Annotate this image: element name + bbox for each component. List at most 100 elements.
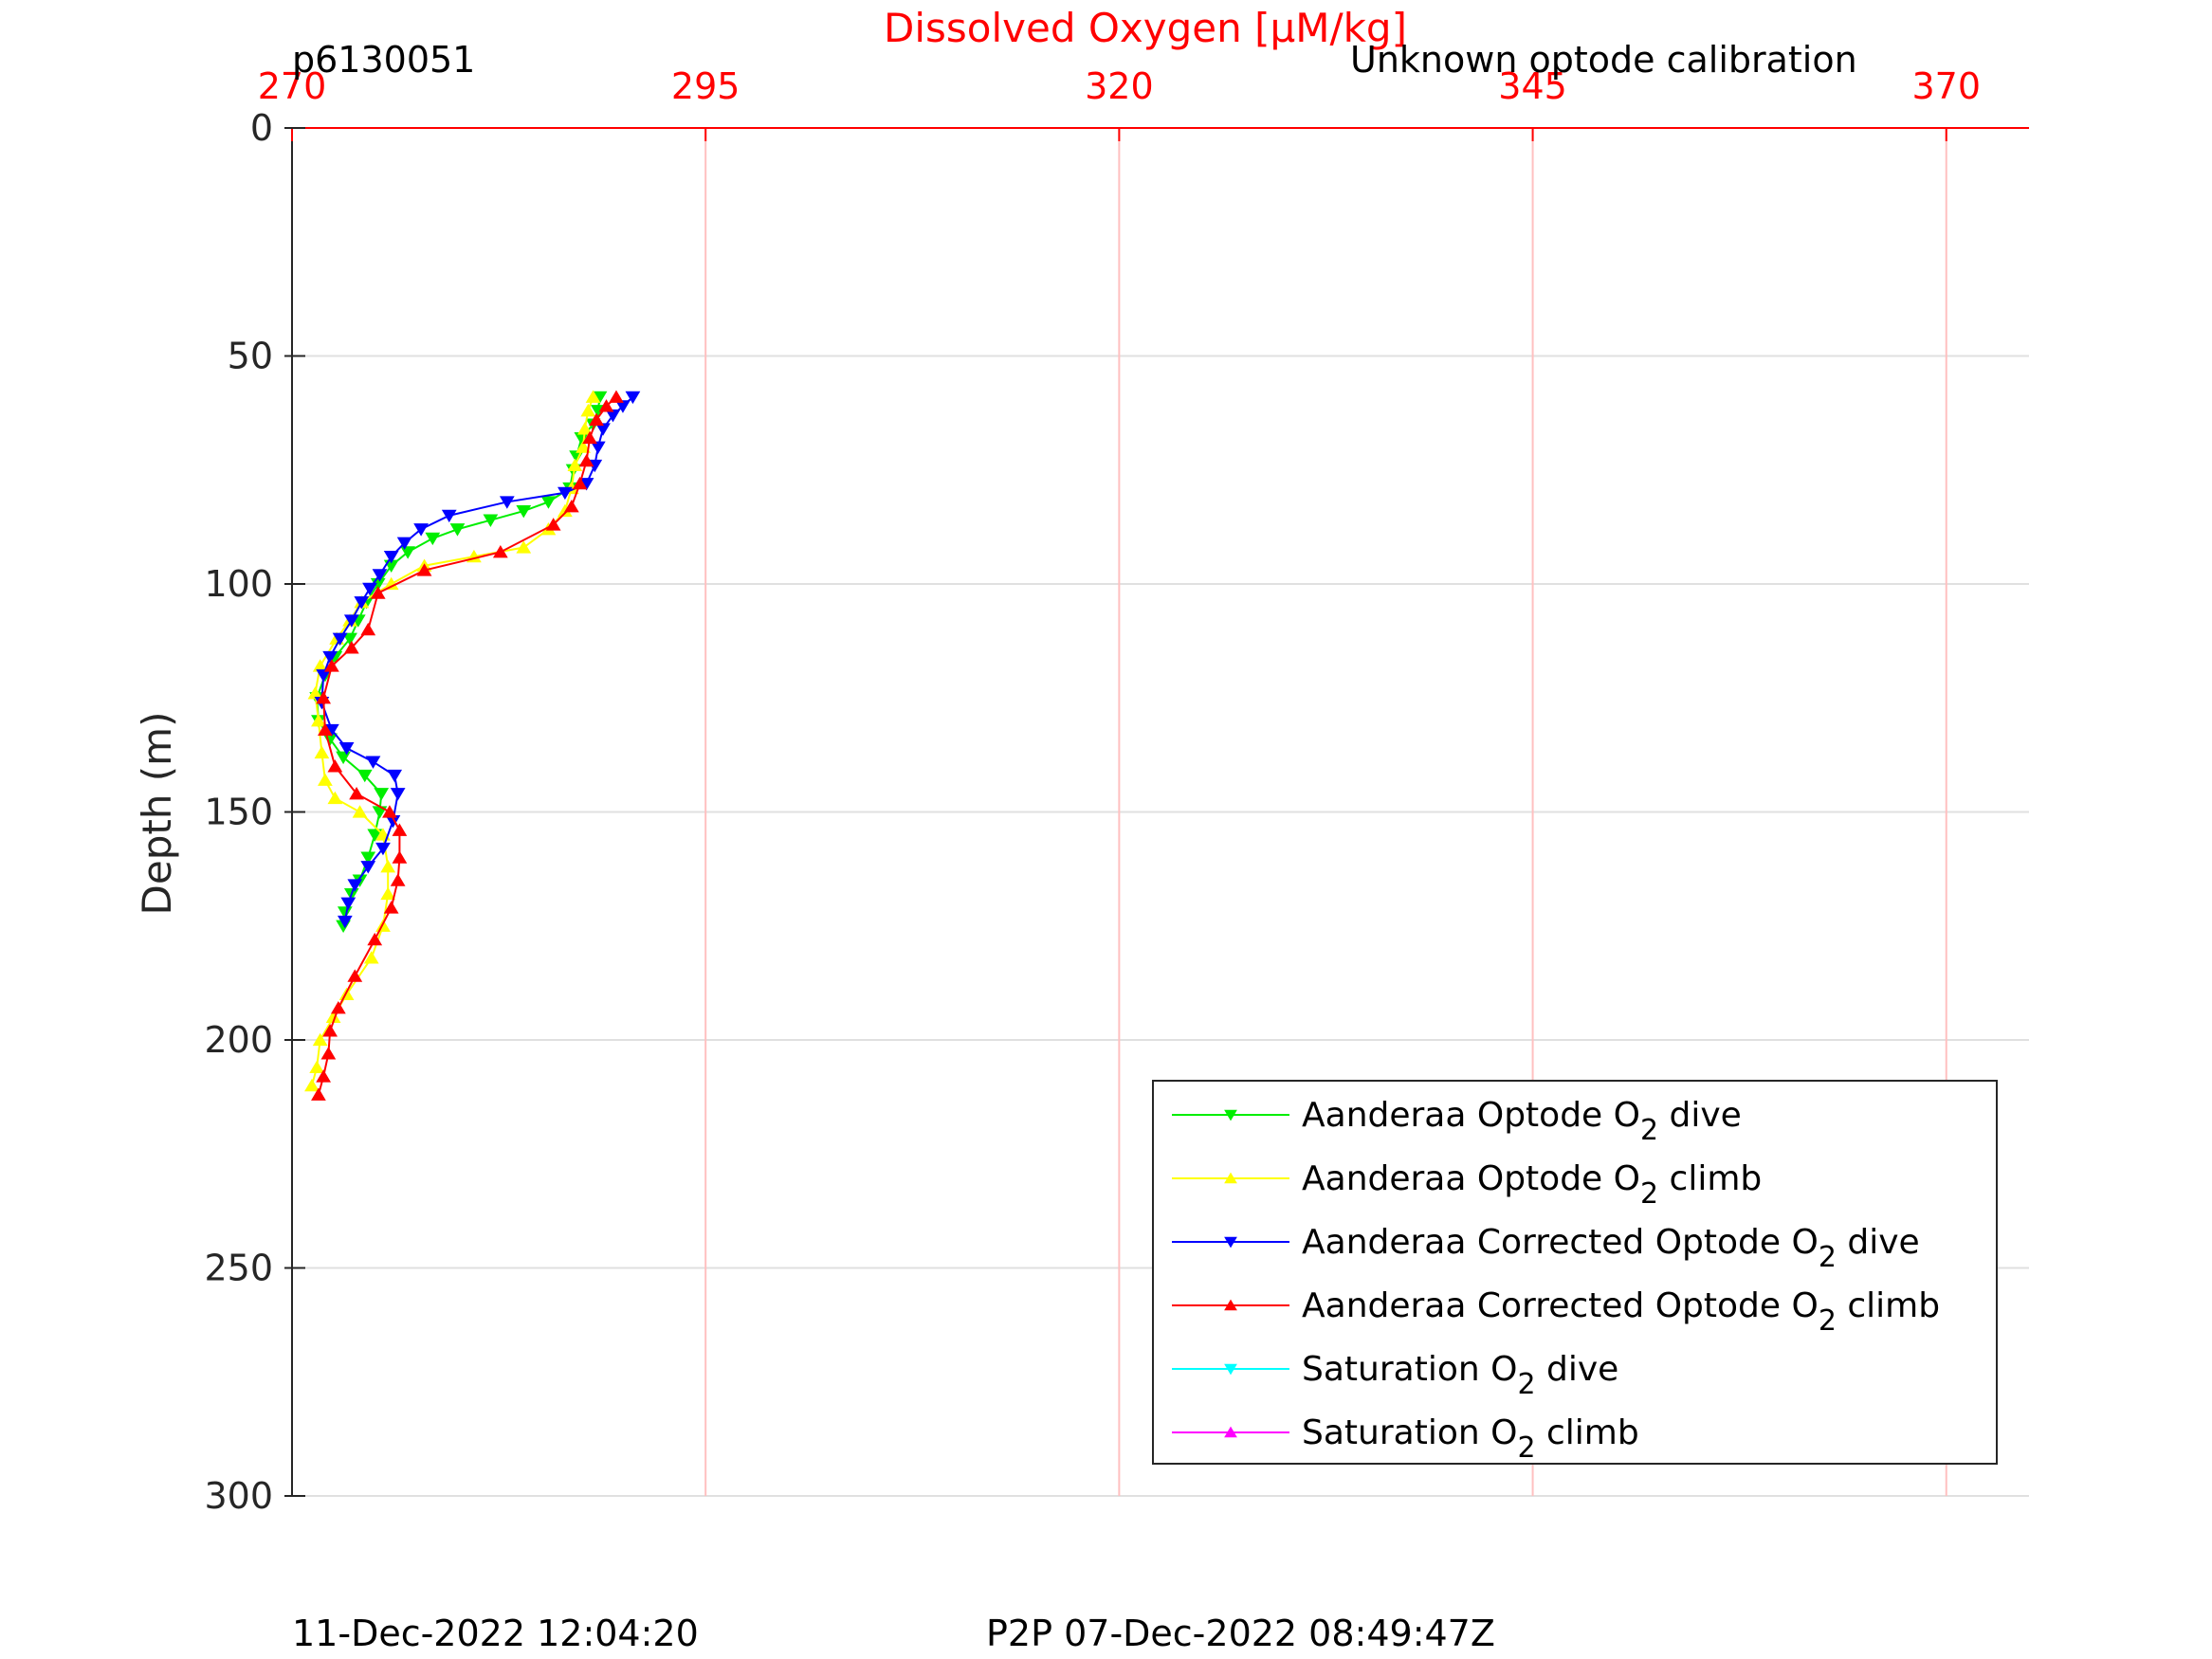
data-point	[383, 551, 399, 564]
data-point	[383, 901, 399, 914]
data-point	[392, 823, 408, 836]
data-point	[362, 582, 377, 596]
data-point	[330, 1001, 346, 1014]
data-point	[356, 769, 373, 783]
series-line	[320, 396, 634, 922]
y-tick-label: 200	[204, 1019, 273, 1061]
series-layer	[304, 390, 641, 1101]
data-point	[360, 851, 376, 865]
data-point	[595, 423, 611, 436]
data-point	[387, 769, 403, 783]
data-point	[323, 659, 339, 672]
data-point	[343, 641, 359, 654]
data-point	[349, 786, 364, 800]
series-3	[311, 390, 624, 1101]
legend-marker	[1224, 1426, 1237, 1438]
series-2	[314, 391, 641, 929]
legend-label: Saturation O2 climb	[1302, 1413, 1639, 1465]
legend-entry: Aanderaa Optode O2 dive	[1172, 1096, 1742, 1147]
legend-label: Saturation O2 dive	[1302, 1350, 1618, 1401]
legend-marker	[1224, 1363, 1237, 1376]
data-point	[576, 440, 591, 453]
data-point	[372, 569, 388, 582]
data-point	[311, 1087, 326, 1101]
legend-label: Aanderaa Optode O2 climb	[1302, 1159, 1762, 1211]
data-point	[563, 499, 579, 513]
data-point	[545, 518, 561, 531]
data-point	[396, 537, 412, 550]
legend-entry: Aanderaa Optode O2 climb	[1172, 1159, 1762, 1211]
data-point	[367, 932, 383, 946]
data-point	[322, 650, 338, 665]
x-tick-label: 295	[671, 65, 740, 107]
y-tick-label: 250	[204, 1248, 273, 1289]
data-point	[360, 861, 376, 874]
data-point	[625, 391, 641, 405]
data-point	[304, 1078, 320, 1092]
data-point	[347, 969, 363, 982]
data-point	[309, 1060, 325, 1073]
data-point	[449, 523, 466, 537]
legend-label: Aanderaa Corrected Optode O2 dive	[1302, 1223, 1920, 1274]
data-point	[576, 422, 593, 435]
x-tick-label: 270	[258, 65, 327, 107]
legend-entry: Saturation O2 climb	[1172, 1413, 1639, 1465]
data-point	[367, 829, 383, 842]
data-point	[320, 1047, 337, 1060]
footer-p2p: P2P 07-Dec-2022 08:49:47Z	[986, 1613, 1495, 1654]
data-point	[558, 486, 573, 501]
legend-entry: Saturation O2 dive	[1172, 1350, 1618, 1401]
data-point	[580, 403, 596, 417]
y-tick-label: 300	[204, 1475, 273, 1517]
data-point	[585, 390, 601, 403]
data-point	[609, 390, 624, 403]
data-point	[441, 509, 457, 523]
data-point	[380, 859, 396, 873]
data-point	[360, 622, 376, 636]
data-point	[316, 690, 332, 704]
y-tick-label: 50	[228, 336, 273, 377]
data-point	[572, 476, 588, 490]
data-point	[332, 632, 348, 647]
data-point	[312, 1032, 328, 1047]
data-point	[370, 586, 386, 599]
data-point	[363, 951, 379, 964]
data-point	[375, 842, 391, 856]
data-point	[311, 714, 326, 727]
data-point	[540, 496, 557, 509]
data-point	[342, 632, 357, 647]
y-axis-label: Depth (m)	[134, 712, 180, 916]
data-point	[352, 805, 368, 818]
data-point	[316, 1069, 332, 1083]
data-point	[567, 458, 583, 472]
legend-marker	[1224, 1109, 1237, 1121]
legend-marker	[1224, 1299, 1237, 1311]
data-point	[516, 540, 532, 554]
data-point	[383, 576, 399, 591]
data-point	[318, 722, 333, 737]
data-point	[392, 850, 408, 864]
x-tick-label: 320	[1085, 65, 1154, 107]
data-point	[347, 879, 363, 892]
data-point	[314, 745, 330, 759]
data-point	[598, 399, 614, 412]
calibration-note: Unknown optode calibration	[1350, 39, 1857, 81]
data-point	[327, 791, 343, 805]
series-0	[309, 391, 608, 934]
data-point	[354, 596, 370, 610]
data-point	[318, 773, 333, 786]
series-line	[316, 396, 601, 926]
data-point	[589, 412, 604, 426]
legend: Aanderaa Optode O2 dive Aanderaa Optode O…	[1152, 1080, 1998, 1465]
data-point	[382, 805, 397, 818]
data-point	[307, 686, 323, 700]
legend-entry: Aanderaa Corrected Optode O2 dive	[1172, 1223, 1920, 1274]
data-point	[413, 523, 429, 537]
data-point	[390, 788, 406, 801]
data-point	[337, 915, 353, 929]
data-point	[327, 759, 343, 773]
x-tick-label: 345	[1498, 65, 1567, 107]
data-point	[416, 563, 432, 576]
data-point	[499, 496, 515, 509]
